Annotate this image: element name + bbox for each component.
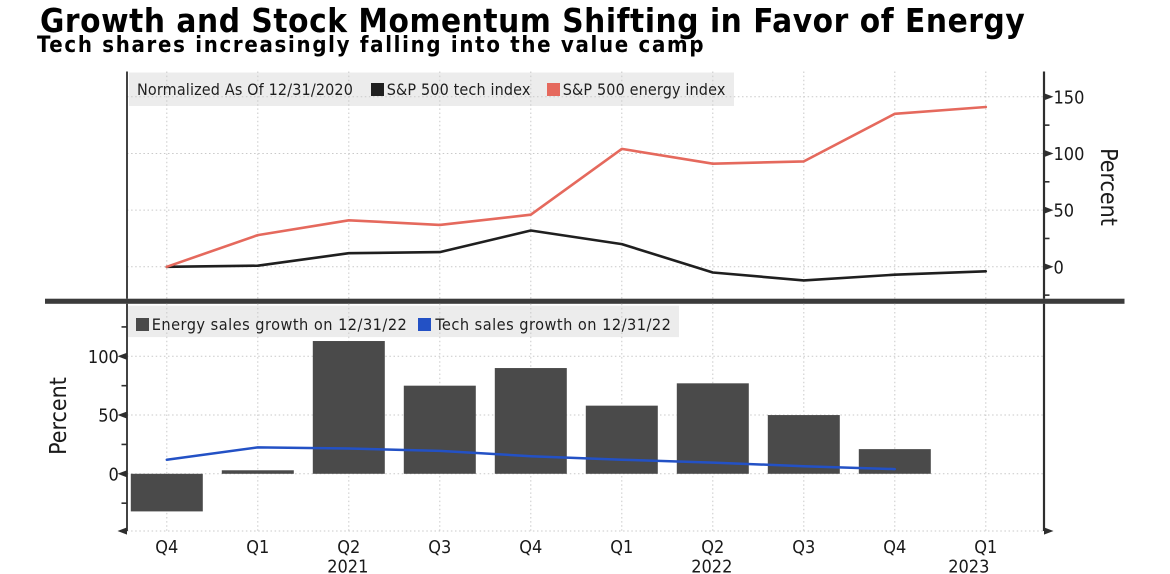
y-tick-major [1044,93,1054,101]
x-tick-label: Q2 [701,537,724,558]
y-tick-major [117,352,127,360]
y-tick-major [117,411,127,419]
y-tick-label: 0 [108,464,118,485]
x-year-label: 2021 [327,557,368,574]
top-legend-band [129,72,734,106]
y-tick-label: 150 [1054,87,1085,108]
energy-index-legend-label: S&P 500 energy index [562,79,726,99]
x-tick-label: Q3 [792,537,815,558]
tech-index-legend-label: S&P 500 tech index [386,79,531,99]
tech-index-swatch-icon [371,83,384,96]
top-chart-legend: Normalized As Of 12/31/2020 S&P 500 tech… [129,73,742,107]
bottom-chart-legend: Energy sales growth on 12/31/22 Tech sal… [128,306,687,340]
panel-divider [45,298,1125,304]
energy-index-line [165,105,988,269]
energy-sales-bar [221,470,294,474]
energy-sales-bar [585,405,658,474]
chart-subtitle: Tech shares increasingly falling into th… [37,33,706,58]
y-tick-major [1044,206,1054,214]
x-tick-label: Q2 [337,537,360,558]
legend-note: Normalized As Of 12/31/2020 [137,79,354,99]
energy-sales-bar [312,341,385,474]
tech-index-line [165,229,988,282]
x-tick-label: Q1 [246,537,269,558]
x-tick-label: Q1 [974,537,997,558]
tech-sales-legend-label: Tech sales growth on 12/31/22 [435,314,672,334]
energy-sales-legend-label: Energy sales growth on 12/31/22 [151,314,408,334]
tech-sales-line [165,446,897,471]
y-tick-major [117,470,127,478]
top-y-axis-title: Percent [1095,148,1121,226]
x-tick-label: Q4 [519,537,542,558]
energy-sales-bar [676,383,749,474]
x-tick-label: Q4 [883,537,906,558]
y-tick-major [1044,263,1054,271]
chart-title: Growth and Stock Momentum Shifting in Fa… [40,1,1026,40]
energy-index-swatch-icon [547,83,560,96]
x-year-label: 2023 [948,557,989,574]
y-tick-end [1044,527,1054,535]
x-tick-label: Q4 [155,537,178,558]
y-tick-label: 50 [1054,201,1075,222]
y-tick-end [117,527,127,535]
bottom-legend-band [128,305,679,338]
y-tick-label: 0 [1054,257,1064,278]
energy-sales-swatch-icon [136,318,149,331]
top-grid [127,71,1044,299]
energy-sales-bar [403,385,476,474]
x-tick-label: Q1 [610,537,633,558]
x-year-label: 2022 [691,557,732,574]
x-tick-label: Q3 [428,537,451,558]
tech-sales-swatch-icon [418,318,431,331]
energy-sales-bar [130,473,203,512]
y-tick-label: 50 [98,406,119,427]
y-tick-label: 100 [1054,144,1085,165]
y-tick-major [1044,149,1054,158]
bottom-y-axis-title: Percent [46,377,72,455]
y-tick-label: 100 [88,347,119,368]
